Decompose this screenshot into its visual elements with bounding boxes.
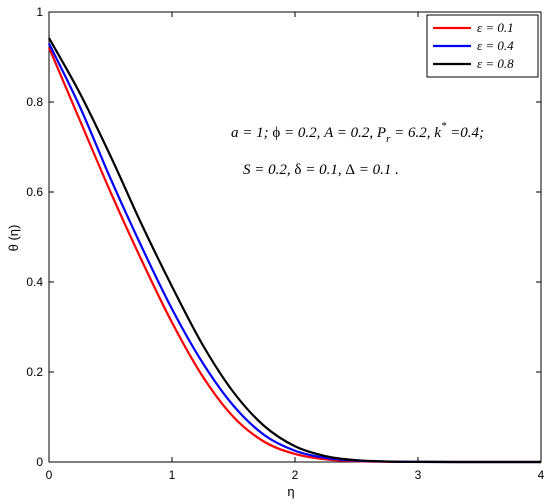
series-line-1 bbox=[47, 47, 542, 464]
series-line-3 bbox=[48, 37, 542, 464]
x-tick-label: 3 bbox=[415, 468, 422, 482]
y-tick-label: 0.2 bbox=[26, 365, 43, 379]
y-axis-label: θ (η) bbox=[6, 225, 21, 252]
y-tick-label: 0.6 bbox=[26, 185, 43, 199]
axis-ticks: 0 1 2 3 4 0 0.2 0.4 0.6 0.8 1 bbox=[26, 5, 544, 482]
plot-border bbox=[48, 11, 542, 463]
legend: ε = 0.1 ε = 0.4 ε = 0.8 bbox=[426, 14, 539, 78]
series-line-2 bbox=[48, 43, 542, 464]
y-tick-label: 0 bbox=[36, 455, 43, 469]
legend-label-1: ε = 0.1 bbox=[477, 20, 514, 35]
y-tick-label: 0.8 bbox=[26, 95, 43, 109]
plot-area bbox=[48, 11, 542, 463]
y-tick-label: 1 bbox=[36, 5, 43, 19]
series-lines bbox=[47, 37, 542, 464]
annotation-line-1: a = 1; ϕ = 0.2, A = 0.2, Pr = 6.2, k* =0… bbox=[231, 120, 484, 145]
x-axis-label: η bbox=[287, 484, 294, 499]
x-tick-label: 2 bbox=[292, 468, 299, 482]
parameter-annotation: a = 1; ϕ = 0.2, A = 0.2, Pr = 6.2, k* =0… bbox=[231, 120, 484, 178]
y-tick-label: 0.4 bbox=[26, 275, 43, 289]
x-tick-label: 1 bbox=[169, 468, 176, 482]
annotation-line-2: S = 0.2, δ = 0.1, Δ = 0.1 . bbox=[243, 162, 399, 178]
x-tick-label: 0 bbox=[46, 468, 53, 482]
x-tick-label: 4 bbox=[538, 468, 545, 482]
legend-label-3: ε = 0.8 bbox=[477, 56, 514, 71]
legend-label-2: ε = 0.4 bbox=[477, 38, 514, 53]
